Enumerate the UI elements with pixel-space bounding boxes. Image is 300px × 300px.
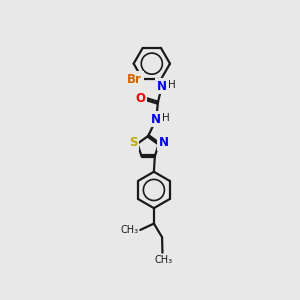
Text: O: O bbox=[136, 92, 146, 105]
Text: S: S bbox=[129, 136, 137, 149]
Text: CH₃: CH₃ bbox=[154, 255, 172, 265]
Text: Br: Br bbox=[127, 73, 142, 86]
Text: N: N bbox=[158, 136, 168, 149]
Text: H: H bbox=[162, 113, 170, 123]
Text: N: N bbox=[157, 80, 167, 93]
Text: H: H bbox=[168, 80, 176, 90]
Text: N: N bbox=[152, 112, 161, 125]
Text: CH₃: CH₃ bbox=[121, 225, 139, 235]
